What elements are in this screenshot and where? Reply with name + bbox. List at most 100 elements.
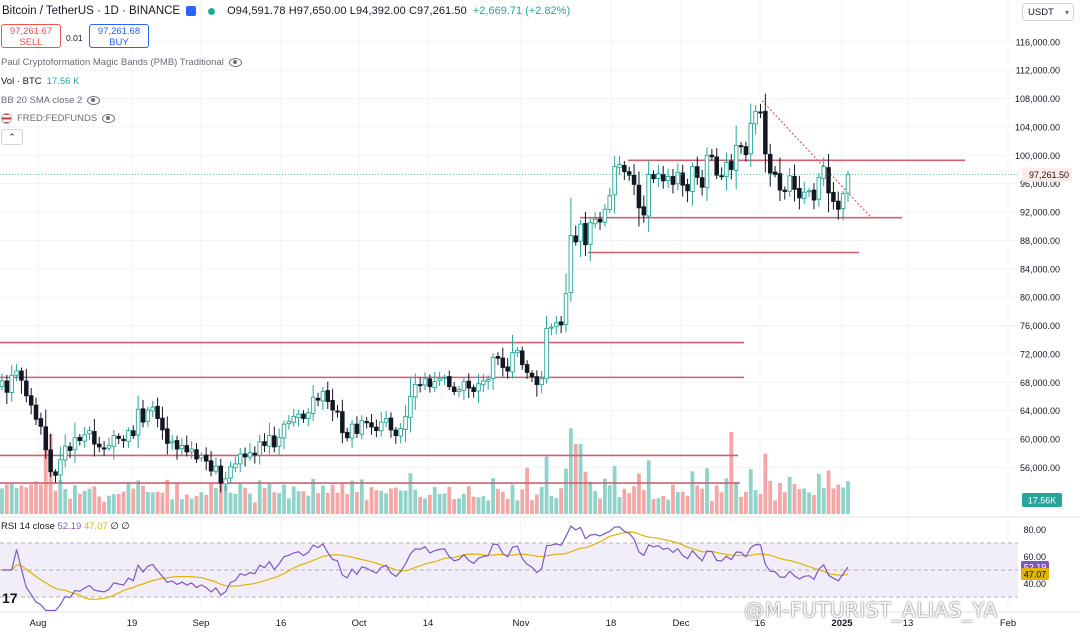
tradingview-logo[interactable]: 17 [2,590,18,606]
candle [111,429,117,460]
candle [369,414,374,435]
candle [626,166,632,181]
candle-body [145,409,151,422]
candle-body [578,223,583,242]
candle [28,388,34,415]
market-status-icon [208,7,216,15]
candle [641,195,647,223]
volume-bar [671,484,675,514]
indicator-fred[interactable]: FRED:FEDFUNDS [1,113,116,124]
volume-bar [768,480,773,514]
candle [106,437,112,451]
volume-bar [656,498,661,514]
candle [738,142,744,154]
currency-select[interactable]: USDT ▾ [1022,3,1074,21]
candle [451,382,457,396]
candle [602,204,608,227]
eye-icon[interactable] [87,96,101,105]
price-tick-label: 72,000.00 [1020,349,1060,359]
candle [422,372,428,391]
candle [62,434,68,468]
rsi-header[interactable]: RSI 14 close 52.19 47.07 ∅ ∅ [1,521,130,532]
volume-bar [131,488,136,514]
volume-bar [530,500,534,514]
volume-bar [301,491,306,514]
eye-icon[interactable] [228,58,242,67]
indicator-volume[interactable]: Vol · BTC 17.56 K [1,76,79,87]
candle [821,157,826,187]
sell-label: SELL [19,37,43,48]
candle-body [174,440,180,450]
candle-body [554,322,559,327]
candle-body [233,463,238,469]
volume-bar [355,492,359,514]
candle [675,163,681,191]
trendline [761,100,873,219]
symbol-title[interactable]: Bitcoin / TetherUS · 1D · BINANCE [2,5,181,17]
candle-body [96,443,102,448]
rsi-tick-label: 40.00 [1023,579,1046,589]
candle [515,346,520,357]
candle-body [165,428,170,444]
currency-label: USDT [1028,7,1054,18]
volume-bars [0,428,850,514]
candle-body [524,364,530,373]
volume-bar [330,484,335,514]
sell-button[interactable]: 97,261.67 SELL [1,24,61,48]
rsi-band [0,543,1018,597]
volume-bar [19,485,24,514]
volume-bar [175,483,179,514]
candle [43,409,49,459]
volume-bar [369,487,374,514]
indicator-pmb[interactable]: Paul Cryptoformation Magic Bands (PMB) T… [1,57,242,68]
indicator-bb[interactable]: BB 20 SMA close 2 [1,95,101,106]
buy-button[interactable]: 97,261.68 BUY [89,24,149,48]
candle-body [461,381,467,391]
candle [169,434,175,450]
candle [563,273,569,333]
candle [743,141,749,162]
candle [58,446,63,485]
volume-bar [578,444,583,514]
candle-body [787,175,792,192]
candle [539,370,544,394]
volume-bar [408,473,413,514]
candle-body [845,174,851,194]
candle-body [340,411,345,434]
chevron-up-icon[interactable]: ⌃ [1,129,23,145]
candle [349,419,355,448]
volume-bar [520,489,525,514]
candle-body [354,423,360,434]
candle [340,399,345,444]
volume-bar [432,487,437,514]
candle-body [19,370,24,381]
candle-body [24,380,29,397]
volume-bar [476,497,481,514]
volume-bar [651,499,656,514]
candle-body [690,166,695,192]
candle-body [544,327,549,380]
volume-bar [359,479,364,514]
flag-icon[interactable] [186,6,197,16]
volume-bar [248,493,252,514]
volume-bar [77,493,82,514]
candle [772,165,778,178]
candle-body [515,349,520,354]
candle-body [481,380,486,385]
candle-body [656,173,661,179]
candle-body [33,404,39,420]
candle-body [77,436,83,441]
volume-bar [9,483,14,514]
candle-body [675,171,681,185]
candle-body [48,449,53,473]
volume-bar [170,499,175,514]
candle-body [626,171,632,176]
volume-bar [612,465,617,514]
candle [549,323,554,336]
candle [53,469,58,483]
candle [228,461,233,485]
eye-icon[interactable] [102,114,116,123]
volume-bar [743,491,748,514]
volume-bar [0,488,4,514]
